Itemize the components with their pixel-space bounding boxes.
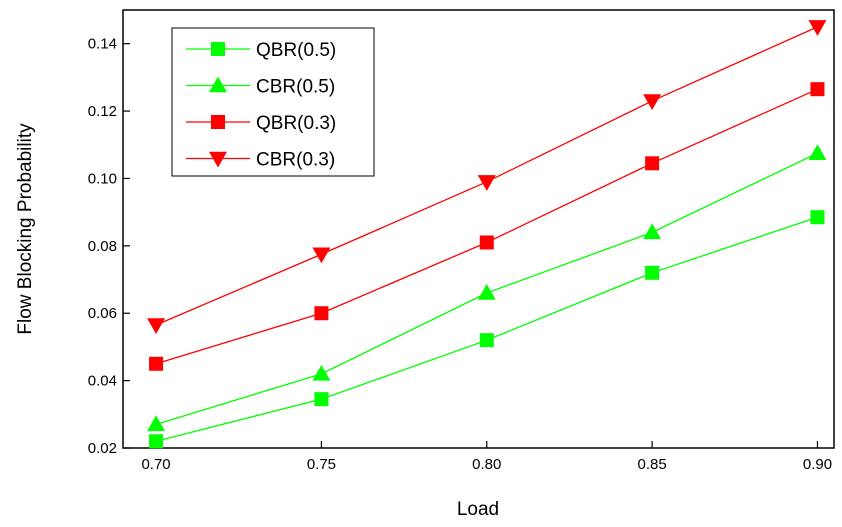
x-tick-label: 0.80 — [472, 456, 501, 473]
legend: QBR(0.5) CBR(0.5) QBR(0.3) CBR(0.3) — [171, 27, 375, 177]
legend-marker — [211, 115, 225, 129]
data-point — [643, 94, 662, 110]
data-point — [479, 333, 494, 348]
data-point — [479, 235, 494, 250]
data-point — [312, 247, 331, 264]
y-tick-label: 0.12 — [88, 103, 117, 120]
series-1 — [147, 144, 827, 432]
data-point — [808, 20, 827, 36]
legend-entry: QBR(0.3) — [186, 113, 336, 134]
y-tick-label: 0.06 — [88, 305, 117, 322]
y-tick-label: 0.02 — [88, 440, 117, 457]
series-layer — [147, 20, 827, 449]
x-tick-label: 0.70 — [141, 456, 170, 473]
data-point — [314, 306, 329, 321]
data-point — [645, 156, 660, 171]
x-tick-label: 0.90 — [803, 456, 832, 473]
legend-entry: CBR(0.5) — [186, 76, 335, 98]
legend-marker — [209, 76, 227, 93]
series-2 — [149, 82, 825, 371]
data-point — [810, 82, 825, 97]
series-0 — [149, 210, 825, 449]
data-point — [808, 144, 827, 160]
series-line — [155, 216, 818, 442]
data-point — [810, 210, 825, 225]
data-point — [149, 434, 164, 449]
x-tick-label: 0.75 — [307, 456, 336, 473]
legend-label: CBR(0.3) — [256, 150, 335, 171]
data-point — [477, 175, 496, 191]
plot-frame — [122, 9, 835, 449]
legend-entry: CBR(0.3) — [186, 150, 335, 171]
y-tick-label: 0.10 — [88, 170, 117, 187]
y-axis-label: Flow Blocking Probability — [15, 123, 36, 335]
data-point — [314, 392, 329, 407]
y-tick-label: 0.08 — [88, 238, 117, 255]
x-tick-label: 0.85 — [638, 456, 667, 473]
data-point — [147, 318, 166, 335]
legend-box — [171, 27, 375, 177]
series-3 — [147, 20, 827, 335]
data-point — [147, 415, 166, 432]
legend-label: QBR(0.5) — [256, 40, 336, 61]
data-point — [643, 223, 662, 240]
y-tick-label: 0.04 — [88, 373, 117, 390]
data-point — [312, 364, 331, 381]
y-axis: 0.02 0.04 0.06 0.08 0.10 0.12 0.14 — [88, 36, 130, 457]
y-tick-label: 0.14 — [88, 36, 117, 53]
data-point — [149, 356, 164, 371]
data-point — [477, 284, 496, 300]
legend-marker — [209, 151, 227, 168]
legend-marker — [211, 42, 225, 56]
data-point — [645, 265, 660, 280]
legend-label: CBR(0.5) — [256, 77, 335, 98]
legend-entry: QBR(0.5) — [186, 40, 336, 61]
legend-label: QBR(0.3) — [256, 113, 336, 134]
x-axis: 0.70 0.75 0.80 0.85 0.90 — [141, 441, 832, 473]
x-axis-label: Load — [457, 499, 499, 520]
